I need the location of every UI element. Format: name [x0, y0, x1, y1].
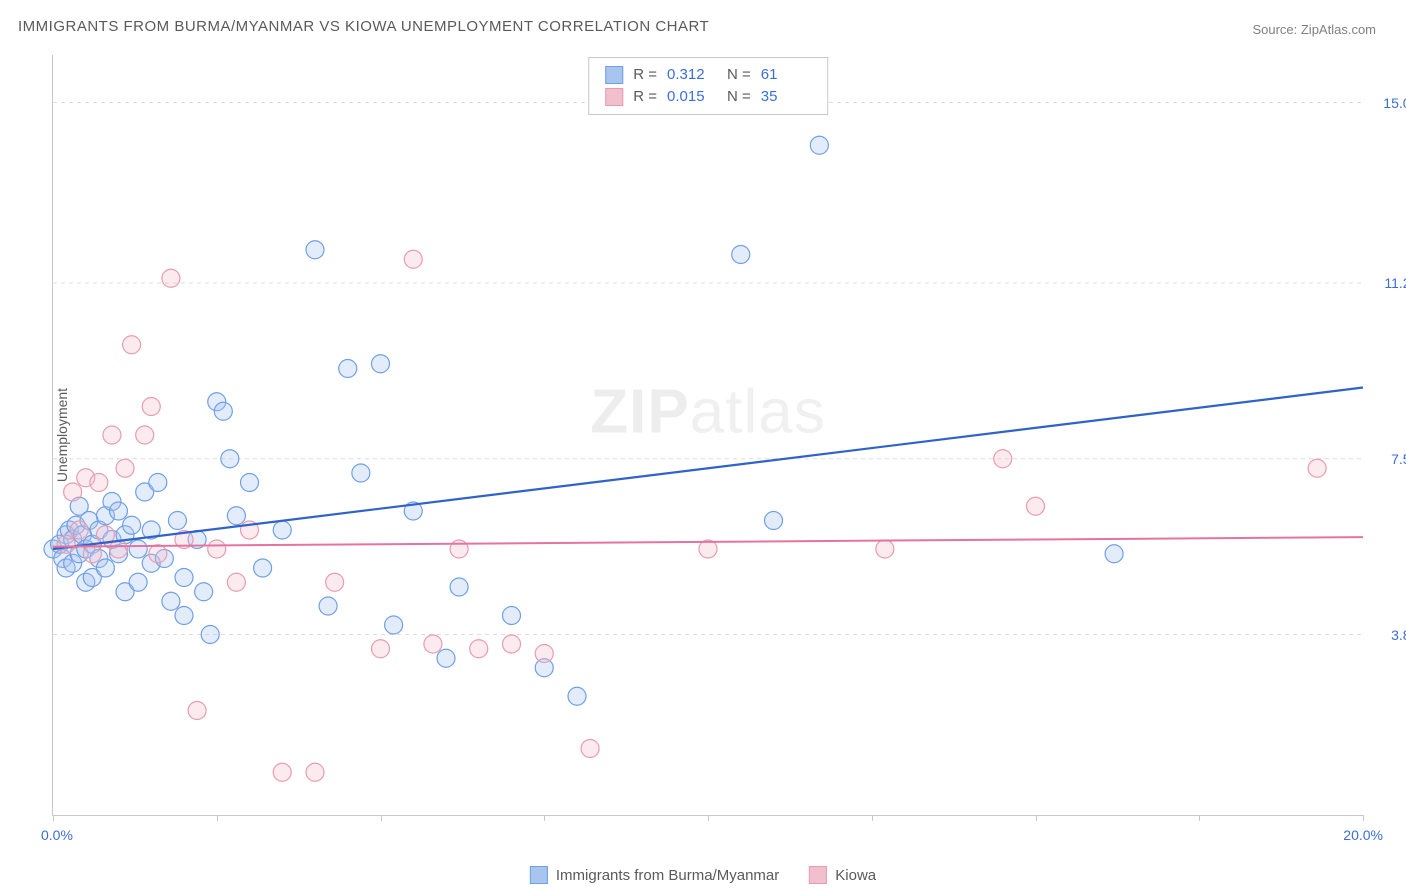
- r-value: 0.312: [667, 64, 717, 86]
- legend-item: Kiowa: [809, 866, 876, 884]
- trend-line: [53, 388, 1363, 550]
- data-point: [241, 474, 259, 492]
- data-point: [568, 687, 586, 705]
- data-point: [70, 521, 88, 539]
- data-point: [214, 402, 232, 420]
- x-tick: [544, 815, 545, 821]
- data-point: [306, 763, 324, 781]
- x-axis-min-label: 0.0%: [41, 827, 73, 843]
- data-point: [195, 583, 213, 601]
- data-point: [149, 474, 167, 492]
- data-point: [142, 398, 160, 416]
- data-point: [273, 521, 291, 539]
- swatch-icon: [530, 866, 548, 884]
- data-point: [136, 426, 154, 444]
- data-point: [227, 507, 245, 525]
- x-tick: [217, 815, 218, 821]
- data-point: [581, 740, 599, 758]
- n-value: 35: [761, 86, 811, 108]
- swatch-icon: [605, 88, 623, 106]
- data-point: [221, 450, 239, 468]
- data-point: [424, 635, 442, 653]
- data-point: [306, 241, 324, 259]
- data-point: [116, 459, 134, 477]
- data-point: [503, 607, 521, 625]
- data-point: [339, 360, 357, 378]
- y-tick-label: 7.5%: [1373, 451, 1406, 467]
- x-tick: [872, 815, 873, 821]
- y-tick-label: 15.0%: [1373, 95, 1406, 111]
- source-attribution: Source: ZipAtlas.com: [1252, 22, 1376, 37]
- stats-row-series2: R = 0.015 N = 35: [605, 86, 811, 108]
- y-tick-label: 3.8%: [1373, 627, 1406, 643]
- data-point: [450, 578, 468, 596]
- legend-label: Immigrants from Burma/Myanmar: [556, 867, 779, 884]
- data-point: [83, 545, 101, 563]
- data-point: [385, 616, 403, 634]
- x-tick: [1363, 815, 1364, 821]
- data-point: [57, 535, 75, 553]
- data-point: [319, 597, 337, 615]
- data-point: [1027, 497, 1045, 515]
- data-point: [372, 640, 390, 658]
- y-tick-label: 11.2%: [1373, 275, 1406, 291]
- data-point: [201, 626, 219, 644]
- data-point: [437, 649, 455, 667]
- data-point: [254, 559, 272, 577]
- data-point: [110, 502, 128, 520]
- data-point: [273, 763, 291, 781]
- data-point: [470, 640, 488, 658]
- x-tick: [1036, 815, 1037, 821]
- x-tick: [381, 815, 382, 821]
- data-point: [404, 250, 422, 268]
- data-point: [810, 136, 828, 154]
- data-point: [103, 426, 121, 444]
- data-point: [227, 573, 245, 591]
- x-tick: [53, 815, 54, 821]
- r-value: 0.015: [667, 86, 717, 108]
- data-point: [129, 540, 147, 558]
- stats-row-series1: R = 0.312 N = 61: [605, 64, 811, 86]
- data-point: [175, 607, 193, 625]
- data-point: [90, 474, 108, 492]
- data-point: [123, 336, 141, 354]
- data-point: [876, 540, 894, 558]
- data-point: [64, 483, 82, 501]
- data-point: [208, 540, 226, 558]
- data-point: [123, 516, 141, 534]
- data-point: [188, 702, 206, 720]
- bottom-legend: Immigrants from Burma/Myanmar Kiowa: [530, 866, 876, 884]
- data-point: [326, 573, 344, 591]
- data-point: [352, 464, 370, 482]
- stats-legend-box: R = 0.312 N = 61 R = 0.015 N = 35: [588, 57, 828, 115]
- data-point: [372, 355, 390, 373]
- data-point: [1308, 459, 1326, 477]
- swatch-icon: [809, 866, 827, 884]
- legend-label: Kiowa: [835, 867, 876, 884]
- chart-svg: [53, 55, 1363, 815]
- swatch-icon: [605, 66, 623, 84]
- data-point: [503, 635, 521, 653]
- x-tick: [708, 815, 709, 821]
- data-point: [994, 450, 1012, 468]
- data-point: [535, 645, 553, 663]
- data-point: [162, 269, 180, 287]
- data-point: [162, 592, 180, 610]
- n-value: 61: [761, 64, 811, 86]
- x-axis-max-label: 20.0%: [1343, 827, 1383, 843]
- data-point: [175, 569, 193, 587]
- data-point: [129, 573, 147, 591]
- legend-item: Immigrants from Burma/Myanmar: [530, 866, 779, 884]
- x-tick: [1199, 815, 1200, 821]
- data-point: [96, 559, 114, 577]
- data-point: [765, 512, 783, 530]
- data-point: [732, 246, 750, 264]
- data-point: [149, 545, 167, 563]
- plot-area: Unemployment 0.0% 20.0% ZIPatlas 3.8%7.5…: [52, 55, 1363, 816]
- data-point: [1105, 545, 1123, 563]
- chart-title: IMMIGRANTS FROM BURMA/MYANMAR VS KIOWA U…: [18, 18, 709, 35]
- data-point: [168, 512, 186, 530]
